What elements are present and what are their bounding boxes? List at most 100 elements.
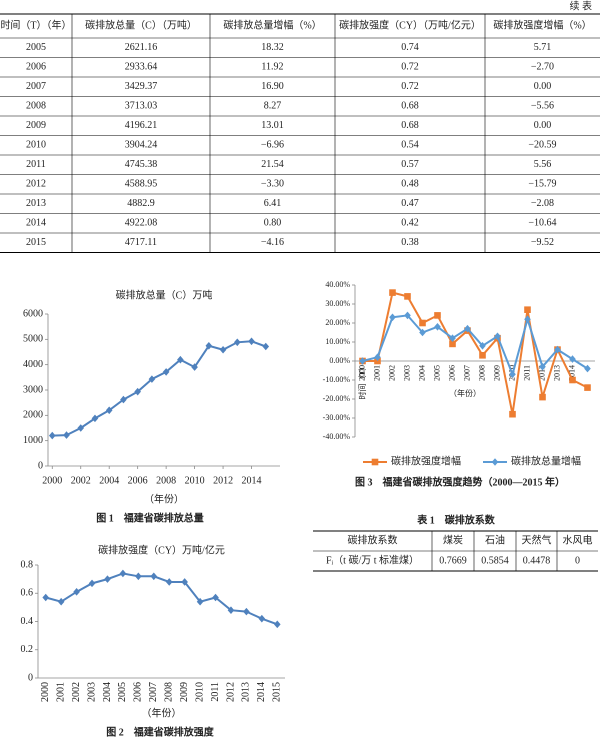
y-tick-label: 0 <box>28 672 33 683</box>
y-tick-label: 0.6 <box>21 588 34 599</box>
table-cell: 4196.21 <box>125 120 158 131</box>
data-line <box>52 340 267 437</box>
data-point <box>491 458 499 466</box>
figure-caption: 图 2 福建省碳排放强度 <box>106 725 214 738</box>
table-cell: 0.00 <box>534 81 552 92</box>
data-point <box>419 328 426 337</box>
table-cell: 0.7669 <box>439 555 467 566</box>
table-cell: 4922.08 <box>125 218 158 229</box>
data-point <box>248 337 255 346</box>
data-point <box>77 424 85 432</box>
x-tick-label: 2013 <box>241 682 252 702</box>
table-cell: 2011 <box>26 159 46 170</box>
table-cell: 18.32 <box>261 42 284 53</box>
x-axis-label: （年份） <box>142 706 182 719</box>
x-tick-label: 2006 <box>128 475 148 486</box>
x-tick-label: 2010 <box>185 475 205 486</box>
table-header-cell: 碳排放总量增幅（%） <box>223 18 321 31</box>
data-point <box>419 319 426 327</box>
x-tick-label: 2007 <box>462 365 471 381</box>
data-point <box>104 575 111 583</box>
table-cell: 2621.16 <box>125 42 158 53</box>
x-tick-label: 2000 <box>42 475 62 486</box>
table-cell: −2.08 <box>531 198 554 209</box>
table-cell: 3904.24 <box>125 140 158 151</box>
table-cell: −20.59 <box>528 140 556 151</box>
x-axis-label: （年份） <box>144 492 184 505</box>
data-line <box>45 572 278 626</box>
table-cell: 4588.95 <box>125 179 158 190</box>
data-point <box>584 384 591 391</box>
x-tick-label: 2014 <box>567 365 576 381</box>
x-tick-label: 2013 <box>552 365 561 381</box>
y-tick-label: -10.00% <box>323 375 351 384</box>
table-cell: 0.54 <box>401 140 419 151</box>
data-point <box>404 311 411 320</box>
x-tick-label: 2005 <box>432 365 441 381</box>
table-cell: 0.48 <box>401 179 419 190</box>
data-point <box>434 312 441 319</box>
data-point <box>227 606 235 614</box>
table-cell: 13.01 <box>261 120 284 131</box>
data-point <box>91 414 99 423</box>
table-cell: 0.00 <box>534 120 552 131</box>
table-cell: 0.68 <box>401 101 419 112</box>
table-cell: 5.56 <box>534 159 552 170</box>
data-point <box>371 458 379 466</box>
data-point <box>569 376 576 384</box>
x-tick-label: 2011 <box>522 365 531 381</box>
x-axis-label: （年份） <box>449 388 481 398</box>
x-tick-label: 2002 <box>71 475 91 486</box>
x-tick-label: 2005 <box>117 682 128 702</box>
data-point <box>42 593 50 602</box>
y-tick-label: 0.8 <box>21 559 34 570</box>
x-tick-label: 2001 <box>372 365 381 381</box>
data-point <box>120 395 127 404</box>
table-cell: 0.42 <box>401 218 419 229</box>
chart-title: 碳排放强度（CY）万吨/亿元 <box>98 543 225 556</box>
table-cell: −6.96 <box>261 140 284 151</box>
y-tick-label: 3000 <box>23 384 43 395</box>
x-tick-label: 2006 <box>133 682 144 702</box>
table-cell: −10.64 <box>528 218 556 229</box>
table-cell: 2013 <box>26 198 46 209</box>
data-point <box>554 345 561 354</box>
x-tick-label: 2006 <box>447 365 456 381</box>
data-line <box>362 314 589 378</box>
x-tick-label: 2004 <box>102 682 113 702</box>
table-header-cell: 碳排放强度增幅（%） <box>493 18 591 31</box>
axis-note: 时间（T） <box>357 363 367 400</box>
data-point <box>509 410 516 418</box>
table-cell: Fᵢ（t 碳/万 t 标准煤） <box>326 553 419 566</box>
data-line <box>362 291 588 415</box>
x-tick-label: 2003 <box>402 365 411 381</box>
data-point <box>219 345 227 354</box>
table-cell: 0 <box>575 555 580 566</box>
data-point <box>150 572 158 581</box>
data-point <box>134 387 141 396</box>
table-cell: −15.79 <box>528 179 556 190</box>
y-tick-label: 6000 <box>23 308 43 319</box>
data-point <box>177 355 184 364</box>
x-tick-label: 2011 <box>210 682 221 702</box>
table-cell: 2015 <box>26 237 46 248</box>
table-cell: 4745.38 <box>125 159 158 170</box>
x-tick-label: 2002 <box>71 682 82 702</box>
data-point <box>191 363 198 371</box>
data-point <box>524 315 531 323</box>
data-point <box>243 607 250 616</box>
data-point <box>205 341 213 350</box>
table-header-cell: 石油 <box>485 533 505 546</box>
data-point <box>234 338 241 347</box>
table-cell: −2.70 <box>531 62 554 73</box>
y-tick-label: 0.2 <box>21 644 34 655</box>
table-cell: 0.72 <box>401 81 419 92</box>
table-cell: 0.4478 <box>523 555 551 566</box>
x-tick-label: 2008 <box>477 365 486 381</box>
y-tick-label: 20.00% <box>325 318 350 327</box>
data-point <box>524 306 531 313</box>
y-tick-label: 1000 <box>23 435 43 446</box>
data-point <box>569 355 576 363</box>
table-cell: 5.71 <box>534 42 552 53</box>
x-tick-label: 2001 <box>55 682 66 702</box>
